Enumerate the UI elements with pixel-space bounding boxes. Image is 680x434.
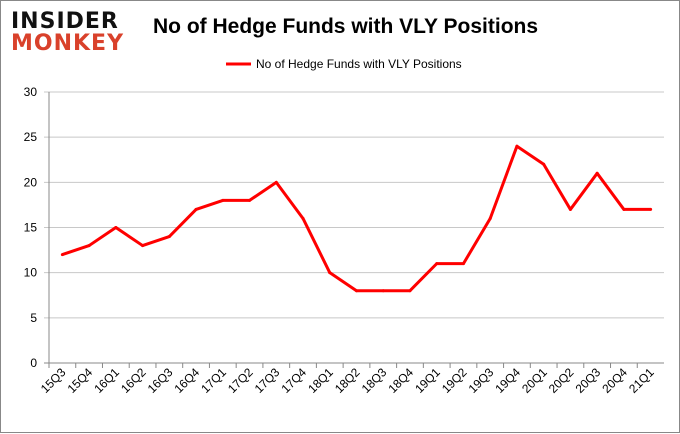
x-tick-label: 17Q1 <box>198 365 229 396</box>
x-tick-label: 19Q3 <box>466 365 497 396</box>
x-tick-label: 17Q4 <box>278 365 309 396</box>
legend-label: No of Hedge Funds with VLY Positions <box>256 57 462 71</box>
x-tick-label: 15Q3 <box>38 365 69 396</box>
logo-line2: MONKEY <box>11 31 125 56</box>
logo-line1: INSIDER <box>11 9 119 34</box>
data-point <box>542 162 546 166</box>
insider-monkey-logo: INSIDER MONKEY <box>11 11 124 55</box>
data-point <box>622 207 626 211</box>
x-tick-label: 19Q4 <box>492 365 523 396</box>
data-point <box>274 180 278 184</box>
x-tick-label: 18Q2 <box>332 365 363 396</box>
x-tick-label: 16Q1 <box>91 365 122 396</box>
data-point <box>649 207 653 211</box>
x-tick-label: 19Q1 <box>412 365 443 396</box>
data-point <box>87 244 91 248</box>
x-tick-label: 20Q4 <box>599 365 630 396</box>
data-point <box>461 262 465 266</box>
data-point <box>60 253 64 257</box>
data-point <box>301 216 305 220</box>
data-point <box>515 144 519 148</box>
data-point <box>568 207 572 211</box>
x-tick-label: 17Q3 <box>252 365 283 396</box>
data-point <box>355 289 358 293</box>
x-tick-label: 16Q4 <box>172 365 203 396</box>
x-tick-label: 19Q2 <box>439 365 470 396</box>
x-tick-label: 16Q3 <box>145 365 176 396</box>
data-point <box>381 289 385 293</box>
x-tick-label: 20Q1 <box>519 365 550 396</box>
data-point <box>488 216 492 220</box>
x-tick-label: 21Q1 <box>626 365 657 396</box>
y-tick-label: 0 <box>30 356 37 370</box>
data-point <box>248 198 252 202</box>
x-tick-label: 16Q2 <box>118 365 149 396</box>
y-tick-label: 20 <box>24 175 38 189</box>
data-point <box>435 262 439 266</box>
x-tick-label: 18Q4 <box>385 365 416 396</box>
y-tick-label: 10 <box>24 266 38 280</box>
data-point <box>595 171 599 175</box>
y-tick-label: 15 <box>24 221 38 235</box>
series-line <box>61 144 651 293</box>
data-point <box>408 289 412 293</box>
x-tick-label: 17Q2 <box>225 365 256 396</box>
x-tick-label: 20Q2 <box>546 365 577 396</box>
x-tick-label: 18Q1 <box>305 365 336 396</box>
data-point <box>221 198 225 202</box>
x-tick-label: 15Q4 <box>65 365 96 396</box>
y-tick-label: 30 <box>24 85 38 99</box>
data-point <box>114 226 118 229</box>
x-tick-label: 20Q3 <box>573 365 604 396</box>
data-point <box>194 207 198 211</box>
data-point <box>328 271 332 275</box>
x-tick-label: 18Q3 <box>359 365 390 396</box>
chart-title: No of Hedge Funds with VLY Positions <box>153 15 539 38</box>
data-point <box>141 244 145 248</box>
y-tick-label: 5 <box>30 311 37 325</box>
y-tick-label: 25 <box>24 130 38 144</box>
data-point <box>167 235 171 239</box>
